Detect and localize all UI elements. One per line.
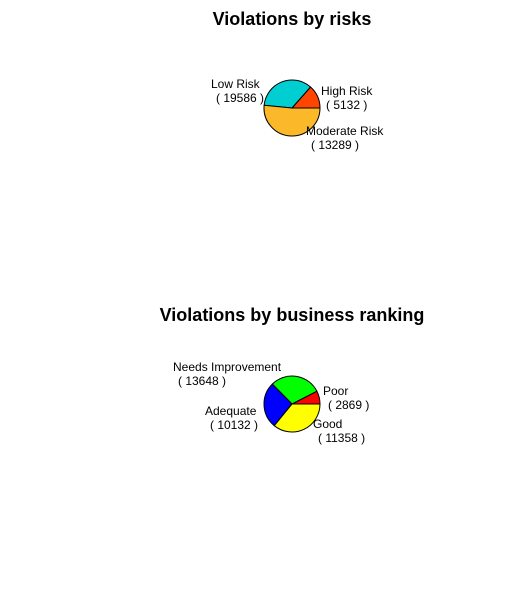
risk-count-moderate-risk: ( 13289 ) — [311, 138, 359, 152]
ranking-count-good: ( 11358 ) — [318, 431, 365, 445]
risk-label-moderate-risk: Moderate Risk — [306, 124, 384, 138]
risk-count-low-risk: ( 19586 ) — [216, 91, 264, 105]
ranking-chart-title: Violations by business ranking — [159, 305, 425, 325]
risk-slice-low-risk — [263, 104, 321, 137]
ranking-count-needs-improvement: ( 13648 ) — [178, 374, 226, 388]
ranking-slice-needs-improvement — [273, 403, 321, 433]
ranking-slice-adequate — [263, 383, 293, 427]
ranking-label-adequate: Adequate — [205, 404, 257, 418]
ranking-label-needs-improvement: Needs Improvement — [173, 360, 282, 374]
risk-label-low-risk: Low Risk — [211, 77, 261, 91]
ranking-count-adequate: ( 10132 ) — [210, 418, 258, 432]
ranking-label-good: Good — [313, 417, 342, 431]
risk-slice-moderate-risk — [263, 79, 312, 109]
ranking-label-poor: Poor — [323, 384, 348, 398]
ranking-count-poor: ( 2869 ) — [328, 398, 369, 412]
risk-label-high-risk: High Risk — [321, 84, 373, 98]
ranking-slice-good — [271, 375, 318, 405]
risk-chart-title: Violations by risks — [212, 9, 372, 29]
risk-count-high-risk: ( 5132 ) — [326, 98, 367, 112]
